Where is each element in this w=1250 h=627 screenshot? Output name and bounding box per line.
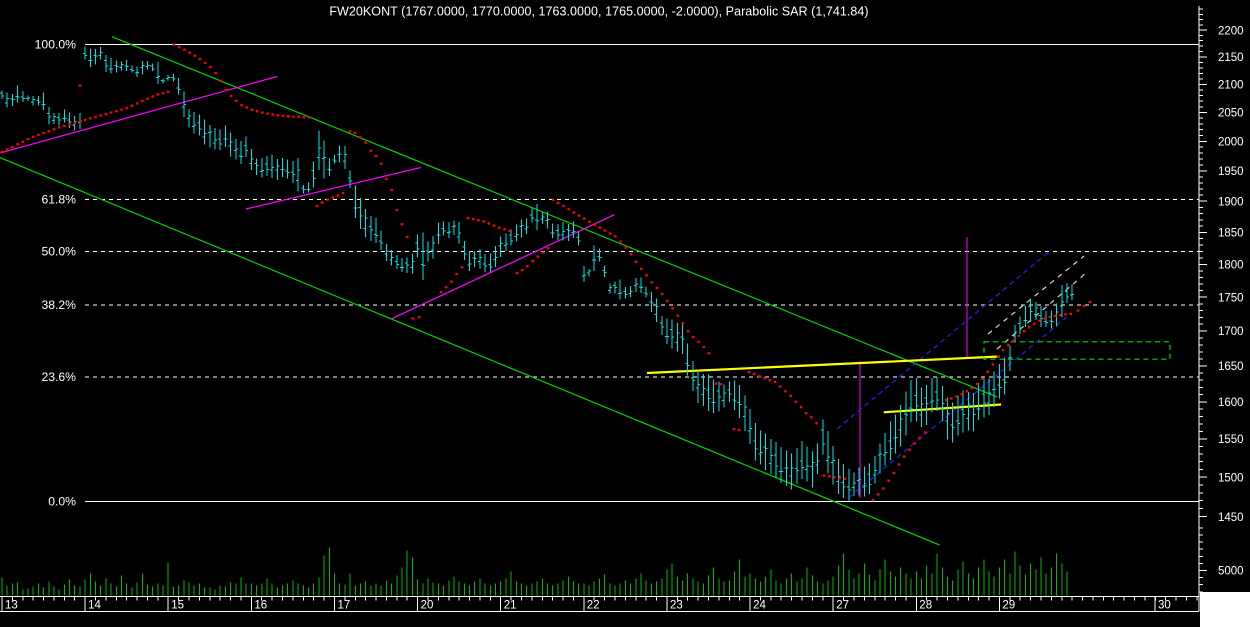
svg-text:13: 13 [5, 600, 18, 612]
svg-text:22: 22 [587, 600, 600, 612]
svg-text:50.0%: 50.0% [41, 245, 76, 259]
svg-text:1700: 1700 [1218, 326, 1244, 338]
svg-text:2050: 2050 [1218, 108, 1244, 120]
svg-text:2100: 2100 [1218, 80, 1244, 92]
svg-text:38.2%: 38.2% [41, 298, 76, 312]
svg-text:27: 27 [836, 600, 849, 612]
svg-text:20: 20 [421, 600, 434, 612]
svg-text:1650: 1650 [1218, 361, 1244, 373]
svg-text:14: 14 [88, 600, 101, 612]
svg-text:1450: 1450 [1218, 512, 1244, 524]
svg-text:2150: 2150 [1218, 52, 1244, 64]
svg-text:23: 23 [670, 600, 683, 612]
svg-text:15: 15 [171, 600, 184, 612]
svg-text:FW20KONT (1767.0000, 1770.0000: FW20KONT (1767.0000, 1770.0000, 1763.000… [329, 5, 868, 19]
svg-text:2200: 2200 [1218, 25, 1244, 37]
svg-text:100.0%: 100.0% [35, 38, 76, 52]
svg-text:1800: 1800 [1218, 260, 1244, 272]
svg-text:17: 17 [338, 600, 351, 612]
svg-text:21: 21 [504, 600, 517, 612]
svg-text:1950: 1950 [1218, 166, 1244, 178]
svg-text:30: 30 [1158, 600, 1171, 612]
svg-text:2000: 2000 [1218, 137, 1244, 149]
svg-text:1850: 1850 [1218, 228, 1244, 240]
svg-text:28: 28 [919, 600, 932, 612]
svg-text:24: 24 [753, 600, 766, 612]
svg-text:23.6%: 23.6% [41, 370, 76, 384]
svg-text:5000: 5000 [1218, 566, 1244, 578]
svg-text:0.0%: 0.0% [48, 495, 76, 509]
svg-text:1500: 1500 [1218, 472, 1244, 484]
svg-text:29: 29 [1002, 600, 1015, 612]
svg-text:1750: 1750 [1218, 292, 1244, 304]
svg-text:16: 16 [254, 600, 267, 612]
svg-text:1550: 1550 [1218, 434, 1244, 446]
svg-text:1600: 1600 [1218, 397, 1244, 409]
svg-text:61.8%: 61.8% [41, 193, 76, 207]
svg-text:1900: 1900 [1218, 196, 1244, 208]
